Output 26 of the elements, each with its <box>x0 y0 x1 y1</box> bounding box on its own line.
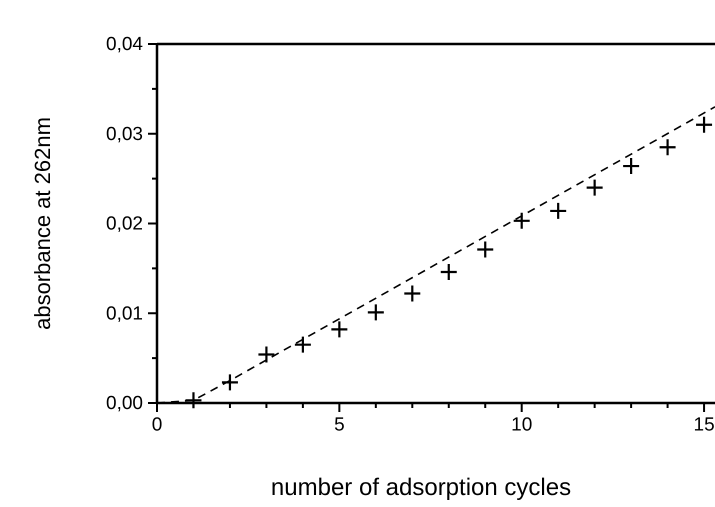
point <box>257 345 276 364</box>
x-tick-label: 15 <box>693 414 715 436</box>
point <box>220 373 240 392</box>
point <box>476 240 494 259</box>
point <box>330 320 348 339</box>
y-tick-label: 0,01 <box>106 303 143 324</box>
y-tick-label: 0,04 <box>106 34 144 56</box>
x-tick-label: 10 <box>511 414 532 436</box>
x-tick-label: 0 <box>152 414 162 436</box>
point <box>294 336 312 354</box>
x-axis-title: number of adsorption cycles <box>270 474 572 501</box>
point <box>658 138 677 156</box>
point <box>586 178 604 197</box>
y-tick-label: 0,03 <box>106 124 143 145</box>
point <box>366 303 385 322</box>
x-tick-label: 5 <box>334 414 345 436</box>
y-axis-title: absorbance at 262nm <box>30 117 55 330</box>
point <box>512 212 531 230</box>
point <box>440 262 458 282</box>
point <box>184 391 203 410</box>
point <box>549 202 568 220</box>
point <box>694 116 714 134</box>
point <box>403 284 422 303</box>
y-tick-label: 0,00 <box>106 393 143 414</box>
y-tick-label: 0,02 <box>106 214 143 235</box>
point <box>622 156 640 176</box>
